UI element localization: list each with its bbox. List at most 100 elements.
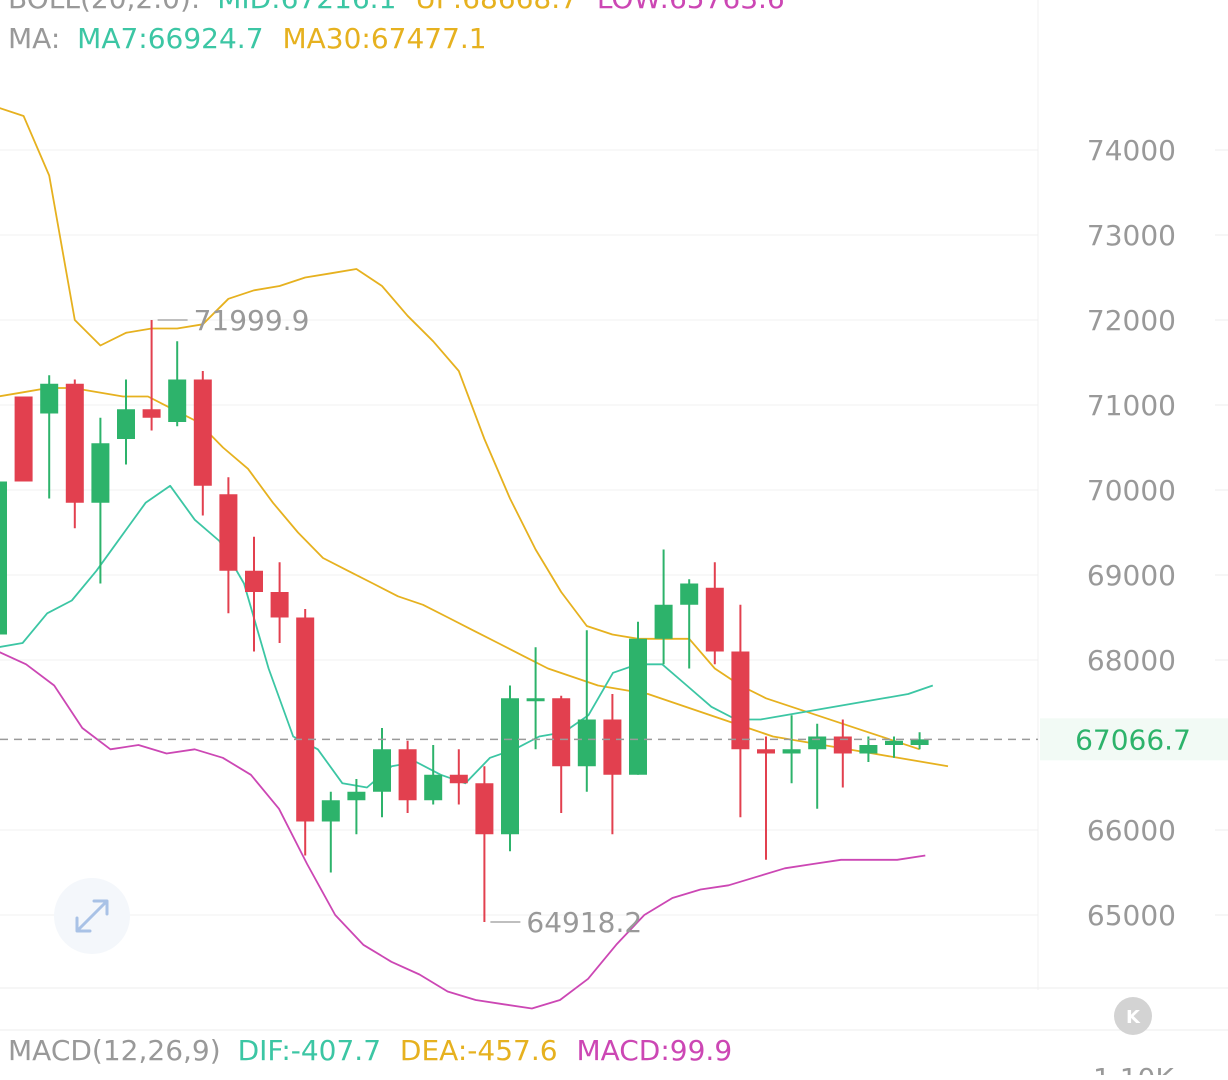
candle-body <box>321 800 340 822</box>
candle-body <box>219 494 238 571</box>
ma30-value: MA30:67477.1 <box>282 22 486 55</box>
candle-body <box>449 774 468 784</box>
candle-down <box>475 766 494 922</box>
macd-legend: MACD(12,26,9) DIF:-407.7 DEA:-457.6 MACD… <box>8 1034 732 1067</box>
candle-up <box>910 732 929 750</box>
ma30-line <box>0 387 949 768</box>
candlesticks <box>0 320 929 922</box>
candle-body <box>65 383 84 503</box>
candle-up <box>577 630 596 792</box>
candle-up <box>782 715 801 784</box>
boll-lower-line <box>0 651 926 1010</box>
candle-body <box>757 749 775 754</box>
boll-label: BOLL(20,2.0): <box>8 0 200 15</box>
candle-down <box>193 371 212 516</box>
candle-body <box>629 638 647 775</box>
candle-body <box>885 740 903 745</box>
candle-down <box>757 736 775 860</box>
candle-down <box>398 740 417 813</box>
candle-body <box>117 409 135 439</box>
price-tick-label: 69000 <box>1087 559 1176 592</box>
candle-down <box>65 379 84 529</box>
high-price-label: 71999.9 <box>194 304 310 337</box>
price-tick-label: 66000 <box>1087 814 1176 847</box>
candle-body <box>782 749 801 754</box>
boll-upper-line <box>0 107 920 751</box>
candle-body <box>833 736 852 754</box>
candle-body <box>245 570 263 592</box>
ma7-value: MA7:66924.7 <box>77 22 263 55</box>
extreme-annotations: 71999.9 64918.2 <box>157 304 642 939</box>
candle-body <box>424 774 443 801</box>
candle-down <box>219 477 238 614</box>
candle-body <box>501 698 519 835</box>
candle-body <box>654 604 673 639</box>
candle-body <box>373 749 391 792</box>
candle-body <box>808 736 827 750</box>
candle-body <box>296 617 315 822</box>
price-axis-labels: 74000 73000 72000 71000 70000 69000 68000 66000… <box>1087 134 1176 932</box>
macd-axis-tick: 1.10K <box>1093 1062 1174 1075</box>
current-price-badge <box>1040 718 1228 761</box>
ma7-line <box>0 484 934 789</box>
candle-up <box>424 745 443 805</box>
candle-down <box>142 320 161 431</box>
candle-body <box>577 719 596 767</box>
candle-up <box>859 736 878 762</box>
candle-down <box>245 536 263 652</box>
candle-body <box>270 592 289 618</box>
candle-body <box>347 791 366 801</box>
k-line-toggle-button[interactable]: K <box>1114 997 1152 1035</box>
candle-body <box>142 409 161 418</box>
candle-down <box>705 562 724 665</box>
candle-up <box>501 685 519 852</box>
candle-down <box>296 609 315 856</box>
price-tick-label: 68000 <box>1087 644 1176 677</box>
boll-mid: MID:67216.1 <box>217 0 396 15</box>
candle-body <box>475 783 494 835</box>
candle-up <box>117 379 135 465</box>
current-price-label: 67066.7 <box>1075 723 1191 756</box>
candle-up <box>321 791 340 873</box>
candle-up <box>40 375 59 499</box>
candle-up <box>654 549 673 665</box>
candle-down <box>270 562 289 643</box>
candle-up <box>629 621 647 775</box>
candle-up <box>680 579 699 669</box>
candle-down <box>449 749 468 805</box>
current-price-marker: 67066.7 <box>0 718 1228 761</box>
candle-body <box>91 443 110 503</box>
candle-up <box>526 647 545 750</box>
price-tick-label: 72000 <box>1087 304 1176 337</box>
price-tick-label: 70000 <box>1087 474 1176 507</box>
candle-body <box>0 481 7 635</box>
low-price-label: 64918.2 <box>526 906 642 939</box>
price-tick-label: 73000 <box>1087 219 1176 252</box>
macd-value: MACD:99.9 <box>576 1034 732 1067</box>
boll-low: LOW:65763.6 <box>597 0 785 15</box>
boll-legend: BOLL(20,2.0): MID:67216.1 UP:68668.7 LOW… <box>8 0 785 15</box>
candle-up <box>808 723 827 809</box>
candle-body <box>603 719 622 775</box>
expand-icon <box>75 899 109 933</box>
ma-label: MA: <box>8 22 60 55</box>
macd-dea: DEA:-457.6 <box>400 1034 558 1067</box>
ma-legend: MA: MA7:66924.7 MA30:67477.1 <box>8 22 487 55</box>
candle-body <box>910 739 929 745</box>
candle-body <box>552 698 571 767</box>
boll-up: UP:68668.7 <box>415 0 578 15</box>
candle-down <box>603 694 622 835</box>
candle-body <box>705 587 724 652</box>
fullscreen-button[interactable] <box>54 878 130 954</box>
price-tick-label: 65000 <box>1087 899 1176 932</box>
candle-body <box>193 379 212 486</box>
candle-up <box>885 736 903 758</box>
candle-up <box>168 341 187 427</box>
k-button-circle <box>1114 997 1152 1035</box>
candle-up <box>0 481 7 635</box>
k-icon: K <box>1126 1007 1141 1028</box>
candle-up <box>91 417 110 584</box>
macd-label: MACD(12,26,9) <box>8 1034 221 1067</box>
